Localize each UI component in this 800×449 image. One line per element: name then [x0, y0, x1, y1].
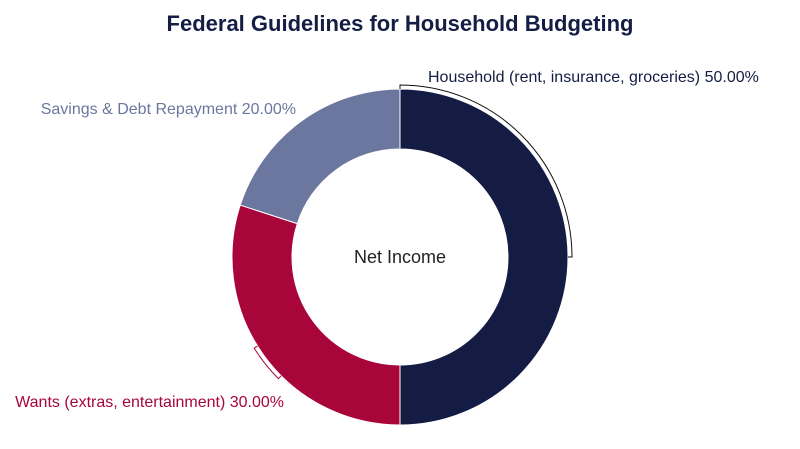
donut-slices [231, 88, 569, 426]
leader-household [399, 84, 573, 258]
leader-wants [253, 345, 282, 380]
slice-label-wants: Wants (extras, entertainment) 30.00% [15, 394, 284, 411]
center-label: Net Income [354, 247, 446, 267]
slice-savings[interactable] [239, 88, 401, 225]
slice-wants[interactable] [231, 204, 401, 426]
slice-label-savings: Savings & Debt Repayment 20.00% [41, 101, 296, 118]
slice-household[interactable] [399, 88, 569, 426]
slice-label-household: Household (rent, insurance, groceries) 5… [428, 69, 759, 86]
chart-title: Federal Guidelines for Household Budgeti… [167, 11, 634, 36]
label-leaders [253, 84, 573, 380]
